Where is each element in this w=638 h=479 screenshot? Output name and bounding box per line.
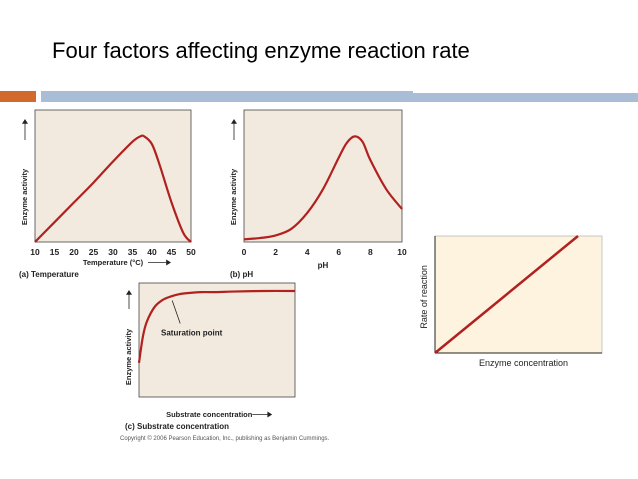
ph-tick-label: 2	[273, 247, 278, 257]
substrate-panel-label: (c) Substrate concentration	[125, 422, 229, 431]
temperature-panel-label: (a) Temperature	[19, 270, 79, 279]
temperature-y-arrowhead	[22, 119, 28, 124]
accent-band-blue-right	[413, 91, 638, 102]
slide-title: Four factors affecting enzyme reaction r…	[52, 38, 470, 63]
ph-panel-label: (b) pH	[230, 270, 253, 279]
enzyme-y-axis-label: Rate of reaction	[419, 265, 429, 329]
substrate-plot-area	[138, 282, 296, 398]
temperature-tick-label: 20	[69, 247, 79, 257]
substrate-x-axis-label: Substrate concentration	[166, 410, 253, 419]
temperature-tick-label: 25	[89, 247, 99, 257]
saturation-pointer	[171, 300, 181, 324]
accent-band-blue	[41, 91, 413, 102]
enzyme-x-axis-label: Enzyme concentration	[479, 358, 568, 368]
substrate-y-axis-label: Enzyme activity	[124, 328, 133, 385]
ph-y-axis-label: Enzyme activity	[229, 168, 238, 225]
ph-plot-area	[243, 109, 403, 243]
substrate-y-arrowhead	[126, 290, 132, 295]
temperature-y-axis-label: Enzyme activity	[20, 168, 29, 225]
enzyme-line	[434, 235, 579, 354]
ph-tick-label: 6	[336, 247, 341, 257]
ph-tick-label: 0	[242, 247, 247, 257]
temperature-tick-label: 35	[128, 247, 138, 257]
temperature-plot-area	[34, 109, 192, 243]
substrate-curve	[137, 289, 296, 363]
temperature-tick-label: 50	[186, 247, 196, 257]
enzyme-plot-area	[434, 235, 603, 354]
accent-band-orange	[0, 91, 36, 102]
temperature-curve	[34, 134, 192, 243]
ph-x-axis-label: pH	[318, 261, 329, 270]
substrate-x-arrowhead	[267, 411, 273, 418]
ph-tick-label: 4	[305, 247, 310, 257]
temperature-tick-label: 30	[108, 247, 118, 257]
temperature-tick-label: 15	[50, 247, 60, 257]
temperature-x-axis-label: Temperature (°C)	[83, 258, 144, 267]
temperature-tick-label: 45	[167, 247, 177, 257]
ph-curve	[243, 135, 403, 241]
ph-y-arrowhead	[231, 119, 237, 124]
copyright-text: Copyright © 2006 Pearson Education, Inc.…	[120, 436, 330, 442]
temperature-tick-label: 10	[30, 247, 40, 257]
ph-tick-label: 8	[368, 247, 373, 257]
temperature-tick-label: 40	[147, 247, 157, 257]
temperature-x-arrowhead	[166, 259, 171, 266]
saturation-annotation: Saturation point	[161, 329, 223, 338]
ph-tick-label: 10	[397, 247, 407, 257]
